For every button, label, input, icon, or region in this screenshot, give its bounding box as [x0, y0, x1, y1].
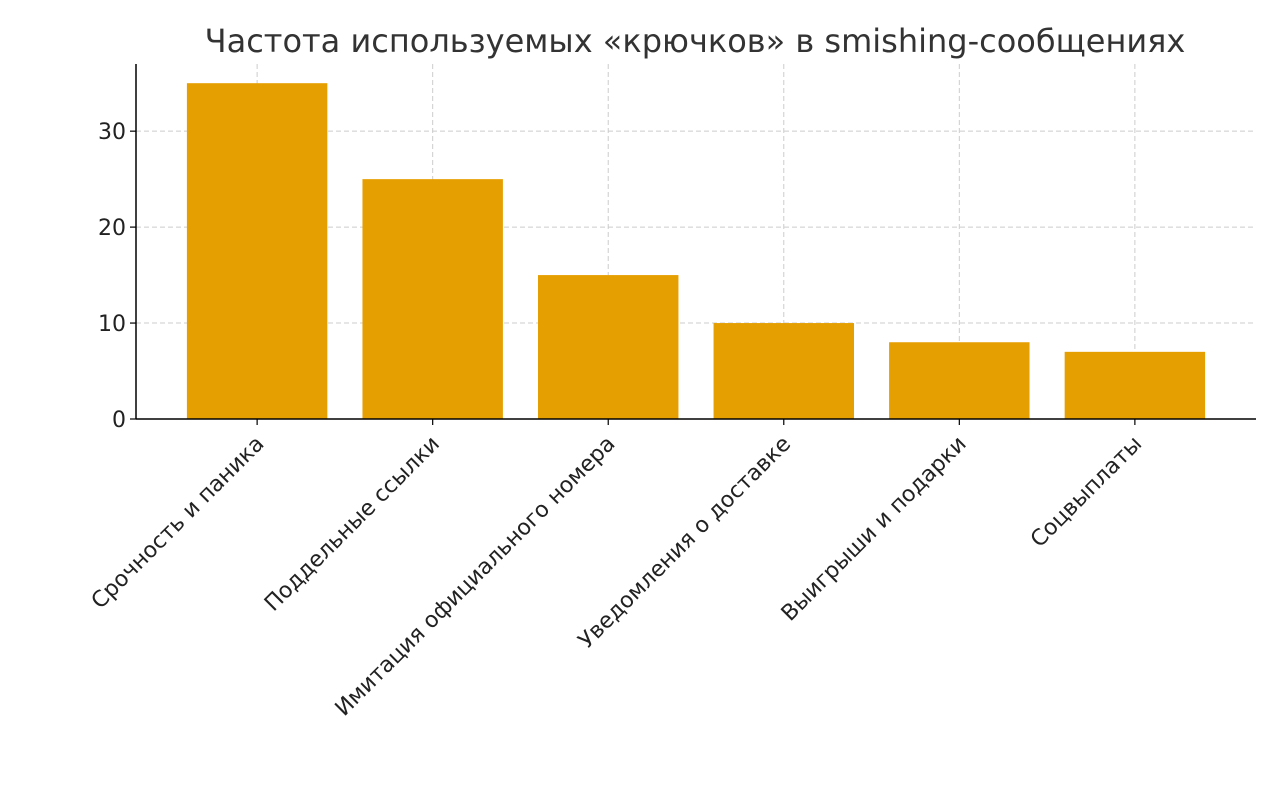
- x-tick-label: Поддельные ссылки: [260, 432, 445, 617]
- x-tick-label: Срочность и паника: [87, 432, 270, 615]
- bar: [889, 342, 1030, 419]
- y-tick-label: 10: [98, 312, 126, 337]
- x-tick-label: Имитация официального номера: [331, 432, 621, 722]
- y-tick-label: 30: [98, 120, 126, 145]
- bar: [186, 83, 328, 420]
- bar: [713, 323, 854, 419]
- y-tick-label: 0: [112, 408, 126, 433]
- bar: [1064, 351, 1206, 419]
- bar: [362, 179, 503, 419]
- y-tick-label: 20: [98, 216, 126, 241]
- bar: [538, 275, 679, 419]
- chart-title: Частота используемых «крючков» в smishin…: [205, 22, 1186, 60]
- x-tick-label: Уведомления о доставке: [574, 432, 796, 654]
- x-tick-label: Соцвыплаты: [1026, 432, 1147, 553]
- x-tick-label: Выигрыши и подарки: [777, 432, 972, 627]
